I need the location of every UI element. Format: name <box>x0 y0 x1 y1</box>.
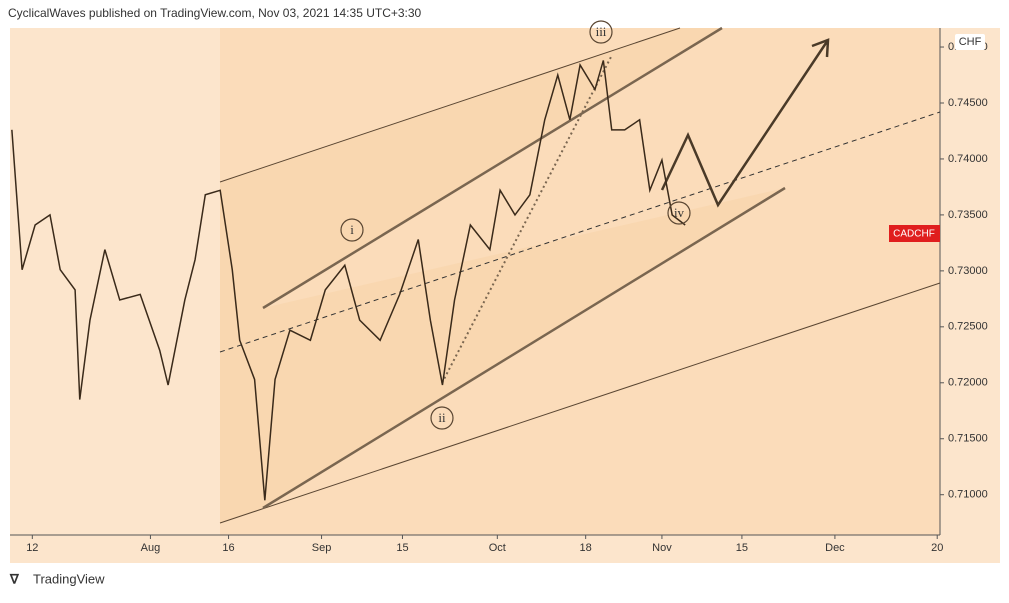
y-tick-label: 0.74000 <box>948 153 988 165</box>
y-tick-label: 0.72500 <box>948 321 988 333</box>
inner-top <box>262 26 723 310</box>
wave-label: iv <box>674 205 685 220</box>
y-tick-label: 0.72000 <box>948 377 988 389</box>
symbol-badge <box>889 225 940 242</box>
x-tick-label: 16 <box>222 542 234 554</box>
x-tick-label: 18 <box>580 542 592 554</box>
footer: TradingView <box>33 571 105 586</box>
currency-badge <box>955 34 985 50</box>
mid-line <box>219 111 941 353</box>
logo: ∇ <box>9 571 20 586</box>
inner-bottom <box>262 186 786 510</box>
y-tick-label: 0.73500 <box>948 209 988 221</box>
x-tick-label: Dec <box>825 542 845 554</box>
x-tick-label: Oct <box>489 542 506 554</box>
x-tick-label: 20 <box>931 542 943 554</box>
y-tick-label: 0.71500 <box>948 433 988 445</box>
x-tick-label: Aug <box>141 542 161 554</box>
wave-circle <box>430 406 454 430</box>
price-line <box>11 60 686 501</box>
x-tick-label: Sep <box>312 542 332 554</box>
wave-label: ii <box>438 410 446 425</box>
symbol: CADCHF <box>893 229 935 240</box>
currency: CHF <box>959 36 982 48</box>
channel-top <box>219 27 681 183</box>
wave-circle <box>589 20 613 44</box>
wave-circle <box>340 218 364 242</box>
x-tick-label: 12 <box>26 542 38 554</box>
x-axis-bg <box>10 535 1000 563</box>
x-tick-label: 15 <box>736 542 748 554</box>
dotted-line <box>441 54 613 384</box>
y-tick-label: 0.73000 <box>948 265 988 277</box>
y-tick-label: 0.74500 <box>948 97 988 109</box>
wave-circle <box>667 201 691 225</box>
y-axis-bg <box>940 28 1000 535</box>
arrow-head <box>811 38 830 58</box>
wave-label: iii <box>596 24 607 39</box>
x-tick-label: 15 <box>396 542 408 554</box>
channel-bottom <box>219 282 941 524</box>
header: CyclicalWaves published on TradingView.c… <box>8 6 422 20</box>
projection <box>660 39 830 208</box>
wave-label: i <box>350 222 354 237</box>
x-tick-label: Nov <box>652 542 672 554</box>
y-tick-label: 0.71000 <box>948 489 988 501</box>
channel-fill <box>220 28 785 523</box>
